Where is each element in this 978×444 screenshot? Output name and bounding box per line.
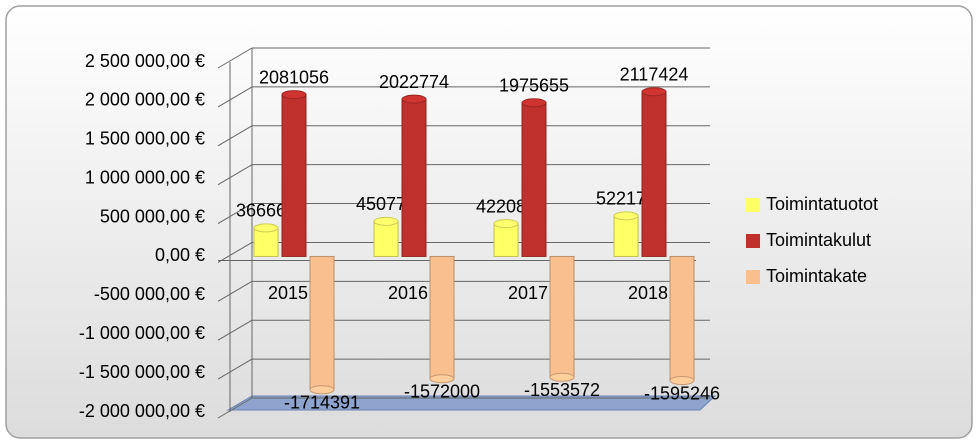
data-label: 522178 — [596, 189, 656, 209]
legend-label: Toimintatuotot — [766, 194, 878, 214]
legend-swatch — [746, 270, 760, 284]
grid-line — [217, 358, 253, 380]
bar-cap — [401, 94, 427, 104]
bar-cap — [641, 87, 667, 97]
bar-cap — [281, 90, 307, 100]
grid-line — [217, 125, 253, 147]
y-tick-label: -1 500 000,00 € — [79, 362, 205, 382]
bar-cap — [493, 219, 519, 229]
bar — [401, 98, 427, 257]
bar-cap — [309, 385, 335, 395]
bar — [549, 255, 575, 378]
data-label: 2022774 — [379, 72, 449, 92]
data-label: 2081056 — [259, 67, 329, 87]
bar-cap — [521, 98, 547, 108]
bar — [309, 255, 335, 391]
bar-cap — [669, 376, 695, 386]
legend-label: Toimintakulut — [766, 230, 871, 250]
data-label: 450774 — [356, 194, 416, 214]
grid-line — [217, 164, 253, 186]
data-label: -1714391 — [284, 393, 360, 413]
data-label: -1572000 — [404, 381, 480, 401]
bar — [613, 215, 639, 257]
grid-line — [217, 47, 253, 69]
bar-cap — [253, 223, 279, 233]
bar-cap — [549, 372, 575, 382]
legend-label: Toimintakate — [766, 266, 867, 286]
bar — [493, 223, 519, 257]
data-label: 2117424 — [620, 65, 689, 85]
grid-line — [217, 203, 253, 224]
bar — [641, 91, 667, 257]
data-label: -1553572 — [524, 380, 600, 400]
y-tick-label: 1 000 000,00 € — [85, 167, 205, 187]
x-tick-label: 2015 — [268, 283, 308, 303]
y-tick-label: 2 500 000,00 € — [85, 51, 205, 71]
floor — [226, 395, 717, 411]
chart-frame — [5, 5, 973, 439]
y-tick-label: 0,00 € — [155, 245, 205, 265]
data-label: -1595246 — [644, 383, 720, 403]
y-tick-label: -1 000 000,00 € — [79, 323, 205, 343]
data-label: 1975655 — [499, 76, 569, 96]
bar — [521, 102, 547, 257]
bar — [373, 220, 399, 257]
grid-line — [217, 86, 253, 108]
bar-cap — [429, 374, 455, 384]
bar — [281, 94, 307, 257]
legend-swatch — [746, 198, 760, 212]
data-label: 366665 — [236, 201, 296, 221]
x-tick-label: 2018 — [628, 283, 668, 303]
grid-line — [217, 242, 253, 263]
grid-line — [217, 397, 253, 419]
bar-cap — [613, 211, 639, 221]
x-tick-label: 2016 — [388, 283, 428, 303]
legend-swatch — [746, 234, 760, 248]
bar — [429, 255, 455, 380]
y-tick-label: 500 000,00 € — [100, 206, 205, 226]
bar — [253, 227, 279, 257]
bar — [669, 255, 695, 382]
grid-line — [217, 319, 253, 341]
y-tick-label: -500 000,00 € — [94, 284, 205, 304]
data-label: 422084 — [476, 196, 536, 216]
y-tick-label: 2 000 000,00 € — [85, 90, 205, 110]
y-tick-label: 1 500 000,00 € — [85, 129, 205, 149]
y-tick-label: -2 000 000,00 € — [79, 401, 205, 421]
grid-line — [217, 280, 253, 302]
x-tick-label: 2017 — [508, 283, 548, 303]
bar-cap — [373, 216, 399, 226]
